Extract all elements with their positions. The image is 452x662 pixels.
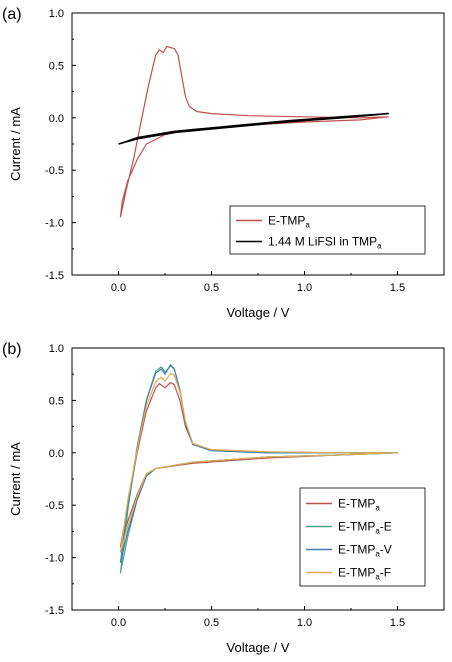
x-tick-label: 1.5 [390,617,405,629]
y-axis-title: Current / mA [8,107,23,181]
x-tick-label: 0.5 [204,617,219,629]
y-tick-label: -1.5 [45,605,64,617]
legend-label: E-TMPa-V [338,543,392,559]
legend-box [229,205,426,255]
y-tick-label: 0.5 [49,60,64,72]
x-tick-label: 1.0 [297,282,312,294]
series-group [118,45,390,218]
y-tick-label: -1.5 [45,270,64,282]
y-tick-label: -1.0 [45,553,64,565]
y-tick-label: -1.0 [45,218,64,230]
x-tick-label: 0.0 [111,282,126,294]
x-axis-title: Voltage / V [227,305,290,320]
panel-label: (a) [2,6,22,23]
legend-label: 1.44 M LiFSI in TMPa [268,235,382,251]
panel-b: (b) 0.0 0.5 1.0 1.5 1.0 0.5 0.0 -0.5 -1.0 -1.5 Volt… [2,341,445,655]
series-line-2 [118,112,390,145]
legend-label: E-TMPa-F [338,566,391,582]
y-tick-label: -0.5 [45,165,64,177]
x-tick-label: 0.0 [111,617,126,629]
x-tick-label: 1.0 [297,617,312,629]
series-line-1 [119,45,389,218]
legend-box [299,487,426,587]
panel-label: (b) [2,341,22,358]
series-line-4 [119,372,399,553]
y-tick-label: 0.0 [49,113,64,125]
x-tick-label: 1.5 [390,282,405,294]
y-axis-title: Current / mA [8,442,23,516]
series-group [119,364,399,574]
y-tick-label: 0.0 [49,448,64,460]
legend-label: E-TMPa [338,497,380,513]
y-tick-label: 1.0 [49,343,64,355]
y-tick-label: 1.0 [49,8,64,20]
y-tick-label: -0.5 [45,500,64,512]
x-axis-title: Voltage / V [227,640,290,655]
panel-a: (a) 0.0 0.5 1.0 1.5 1.0 0.5 0.0 -0.5 -1.0 -1.5 Volt… [2,6,445,320]
legend-label: E-TMPa [268,214,310,230]
y-tick-label: 0.5 [49,395,64,407]
legend-label: E-TMPa-E [338,520,392,536]
x-tick-label: 0.5 [204,282,219,294]
